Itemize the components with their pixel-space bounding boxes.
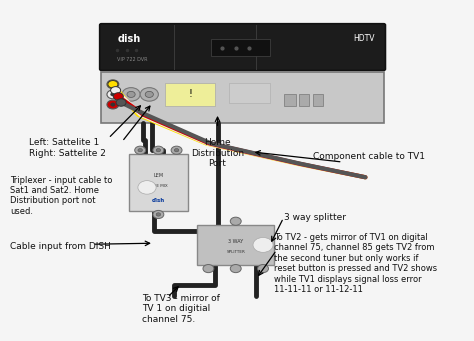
Text: dish: dish (118, 33, 141, 44)
Text: Left: Sattelite 1
Right: Sattelite 2: Left: Sattelite 1 Right: Sattelite 2 (29, 138, 106, 158)
Circle shape (138, 149, 143, 152)
Text: Cable input from DISH: Cable input from DISH (10, 241, 111, 251)
Circle shape (140, 88, 158, 101)
Circle shape (110, 103, 115, 106)
Bar (101, 72, 383, 123)
Text: Home
Distribution
Port: Home Distribution Port (191, 138, 244, 168)
Circle shape (156, 213, 161, 216)
Circle shape (135, 146, 146, 154)
Text: HDTV: HDTV (353, 33, 374, 43)
Circle shape (230, 265, 241, 273)
Text: LINE MIX: LINE MIX (149, 184, 167, 188)
Circle shape (153, 146, 164, 154)
Text: To TV3 - mirror of
TV 1 on digitial
channel 75.: To TV3 - mirror of TV 1 on digitial chan… (143, 294, 220, 324)
Text: VIP 722 DVR: VIP 722 DVR (118, 57, 148, 62)
Circle shape (110, 87, 120, 94)
Circle shape (145, 91, 154, 98)
Circle shape (127, 91, 135, 98)
Text: 3 WAY: 3 WAY (228, 239, 243, 244)
Circle shape (253, 237, 273, 252)
Circle shape (116, 99, 126, 106)
Circle shape (110, 83, 115, 86)
Circle shape (257, 265, 268, 273)
Text: LEM: LEM (153, 173, 164, 178)
Circle shape (153, 210, 164, 219)
Bar (229, 83, 270, 103)
Circle shape (171, 146, 182, 154)
Text: Component cable to TV1: Component cable to TV1 (312, 152, 425, 161)
Circle shape (108, 80, 118, 88)
Circle shape (113, 93, 123, 100)
Bar (165, 83, 215, 106)
Circle shape (110, 93, 115, 96)
Text: Triplexer - input cable to
Sat1 and Sat2. Home
Distribution port not
used.: Triplexer - input cable to Sat1 and Sat2… (10, 176, 113, 216)
Circle shape (156, 149, 161, 152)
Circle shape (203, 265, 214, 273)
Text: 3 way splitter: 3 way splitter (283, 213, 346, 222)
Bar (129, 153, 188, 211)
FancyBboxPatch shape (100, 24, 385, 70)
Circle shape (138, 181, 156, 194)
Text: SPLITTER: SPLITTER (226, 250, 245, 254)
Text: dish: dish (152, 198, 165, 203)
Bar (313, 94, 323, 106)
Circle shape (230, 217, 241, 225)
Bar (283, 94, 296, 106)
Bar (300, 94, 310, 106)
Bar (211, 39, 270, 56)
Text: To TV2 - gets mirror of TV1 on digital
channel 75, channel 85 gets TV2 from
the : To TV2 - gets mirror of TV1 on digital c… (274, 233, 438, 294)
Circle shape (122, 88, 140, 101)
Circle shape (107, 80, 119, 89)
Circle shape (107, 100, 119, 109)
Text: !: ! (188, 89, 192, 99)
Circle shape (174, 149, 179, 152)
Circle shape (107, 90, 119, 99)
Bar (197, 225, 274, 265)
